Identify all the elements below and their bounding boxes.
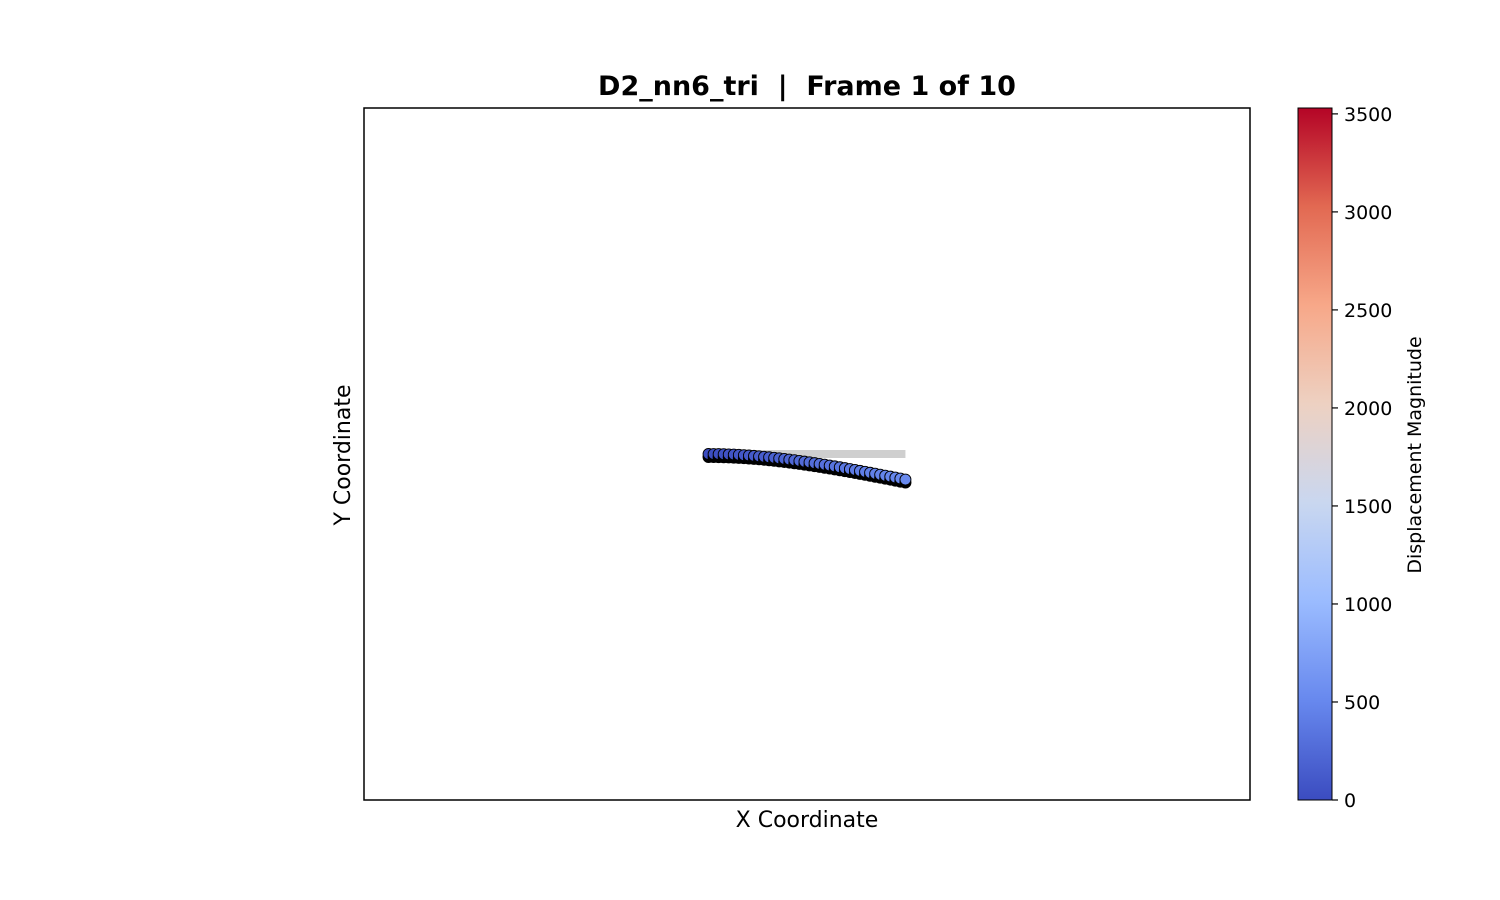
colorbar-tick-label: 3000 — [1344, 202, 1392, 224]
colorbar-tick-label: 500 — [1344, 692, 1380, 714]
colorbar-ticks: 0 500 1000 1500 2000 2500 3000 3500 — [1332, 104, 1392, 812]
colorbar-tick-label: 0 — [1344, 790, 1356, 812]
colorbar — [1297, 107, 1333, 801]
colorbar-tick-label: 3500 — [1344, 104, 1392, 126]
colorbar-tick-label: 2500 — [1344, 300, 1392, 322]
colorbar-tick-label: 1500 — [1344, 496, 1392, 518]
y-axis-label: Y Coordinate — [331, 384, 356, 526]
colorbar-tick-label: 2000 — [1344, 398, 1392, 420]
plot-area — [702, 448, 912, 489]
chart-title: D2_nn6_tri | Frame 1 of 10 — [598, 71, 1016, 102]
colorbar-label: Displacement Magnitude — [1404, 336, 1426, 573]
plot-frame — [363, 107, 1251, 801]
colorbar-tick-label: 1000 — [1344, 594, 1392, 616]
deformed-point — [899, 473, 912, 486]
x-axis-label: X Coordinate — [736, 808, 879, 833]
